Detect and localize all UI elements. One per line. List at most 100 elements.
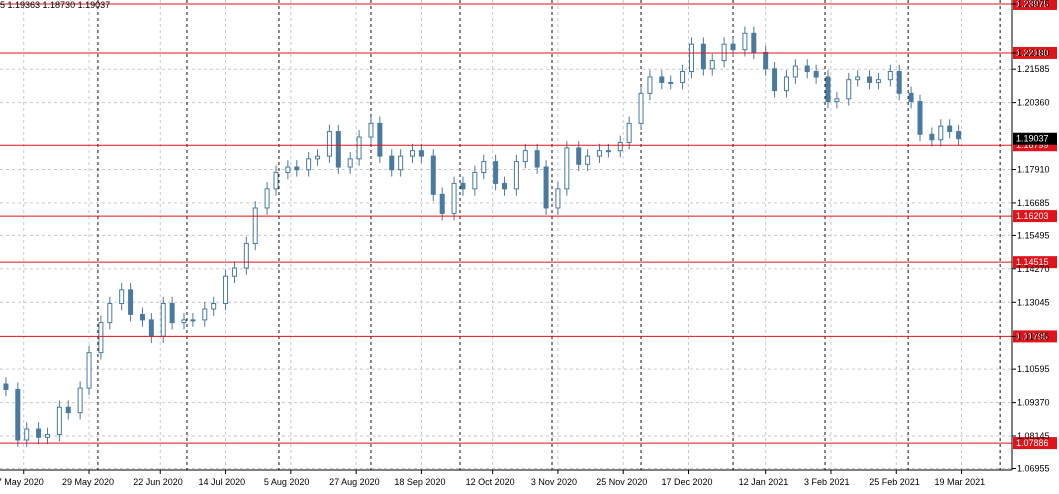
candle-body [389, 155, 395, 171]
candle-body [668, 81, 674, 84]
candle-body [543, 166, 549, 209]
price-tick-label: 1.17910 [1017, 164, 1050, 174]
candle-body [887, 71, 893, 81]
candle-body [36, 428, 42, 438]
candle-body [626, 122, 632, 143]
candle-body [430, 155, 436, 195]
candle-body [377, 122, 383, 157]
candle-body [243, 242, 249, 269]
price-tick-label: 1.20360 [1017, 98, 1050, 108]
candle-body [65, 406, 71, 414]
ohlc-readout: 5 1.19363 1.18730 1.19037 [0, 0, 111, 10]
current-price-box [1013, 132, 1057, 145]
candle-body [410, 150, 416, 157]
candle-body [605, 150, 611, 153]
candle-body [875, 79, 881, 83]
time-tick-label: 3 Feb 2021 [804, 477, 850, 487]
candle-body [439, 193, 445, 214]
price-tick-label: 1.21585 [1017, 64, 1050, 74]
time-tick-label: 25 Feb 2021 [869, 477, 920, 487]
price-tick-label: 1.10595 [1017, 364, 1050, 374]
price-tick-label: 1.14270 [1017, 264, 1050, 274]
level-price-box [1013, 0, 1057, 10]
candle-body [659, 76, 665, 83]
candle-body [107, 303, 113, 324]
candle-body [356, 136, 362, 160]
candle-body [77, 387, 83, 414]
candle-body [896, 71, 902, 94]
candle-body [596, 150, 602, 157]
candle-body [493, 161, 499, 184]
candle-body [139, 313, 145, 321]
time-tick-label: 18 Sep 2020 [394, 477, 445, 487]
candle-body [813, 71, 819, 78]
candle-body [481, 161, 487, 173]
candle-body [418, 150, 424, 157]
level-price-label: 1.18799 [1016, 140, 1049, 150]
candle-body [285, 166, 291, 173]
candle-body [98, 322, 104, 354]
candle-body [680, 71, 686, 83]
candle-body [585, 155, 591, 165]
candle-body [522, 150, 528, 163]
candle-body [44, 434, 50, 438]
candle-body [335, 131, 341, 168]
candle-body [688, 43, 694, 73]
candle-body [315, 155, 321, 160]
level-price-label: 1.22180 [1016, 48, 1049, 58]
candle-body [617, 141, 623, 152]
candle-body [119, 289, 125, 305]
price-tick-label: 1.16685 [1017, 198, 1050, 208]
candle-body [834, 98, 840, 103]
candle-body [368, 122, 374, 138]
candle-body [252, 207, 258, 244]
time-tick-label: 25 Nov 2020 [596, 477, 647, 487]
candle-body [202, 308, 208, 321]
candle-body [326, 131, 332, 157]
candle-body [3, 383, 9, 390]
candle-body [825, 76, 831, 103]
candle-body [56, 406, 62, 436]
candle-body [294, 166, 300, 171]
current-price-label: 1.19037 [1016, 134, 1049, 144]
candle-body [576, 147, 582, 165]
candle-body [502, 182, 508, 190]
level-price-label: 1.23975 [1016, 0, 1049, 9]
time-tick-label: 19 Mar 2021 [935, 477, 986, 487]
price-tick-label: 1.13045 [1017, 297, 1050, 307]
candle-body [398, 155, 404, 171]
price-tick-label: 1.11795 [1017, 331, 1049, 341]
level-price-label: 1.11795 [1016, 331, 1048, 341]
candle-body [846, 79, 852, 100]
candle-body [190, 319, 196, 322]
candle-body [231, 267, 237, 277]
candle-body [804, 65, 810, 73]
candle-body [169, 303, 175, 324]
candle-body [451, 182, 457, 214]
time-tick-label: 14 Jul 2020 [199, 477, 246, 487]
candle-body [273, 171, 279, 190]
level-price-label: 1.16203 [1016, 211, 1049, 221]
candle-body [956, 131, 962, 140]
candle-body [86, 352, 92, 389]
time-tick-label: 12 Oct 2020 [466, 477, 515, 487]
candle-body [223, 275, 229, 305]
candle-body [638, 92, 644, 124]
candle-body [730, 43, 736, 51]
price-tick-label: 1.22180 [1017, 48, 1050, 58]
time-tick-label: 27 Aug 2020 [329, 477, 380, 487]
candle-body [763, 51, 769, 70]
candle-body [908, 92, 914, 103]
candle-body [938, 125, 944, 141]
time-tick-label: 17 Dec 2020 [662, 477, 713, 487]
candle-body [709, 60, 715, 70]
candle-body [772, 68, 778, 92]
time-tick-label: 22 Jun 2020 [133, 477, 183, 487]
candle-body [947, 125, 953, 133]
time-tick-label: 29 May 2020 [62, 477, 114, 487]
price-tick-label: 1.23975 [1017, 0, 1050, 9]
candle-body [564, 147, 570, 190]
candle-body [742, 32, 748, 51]
